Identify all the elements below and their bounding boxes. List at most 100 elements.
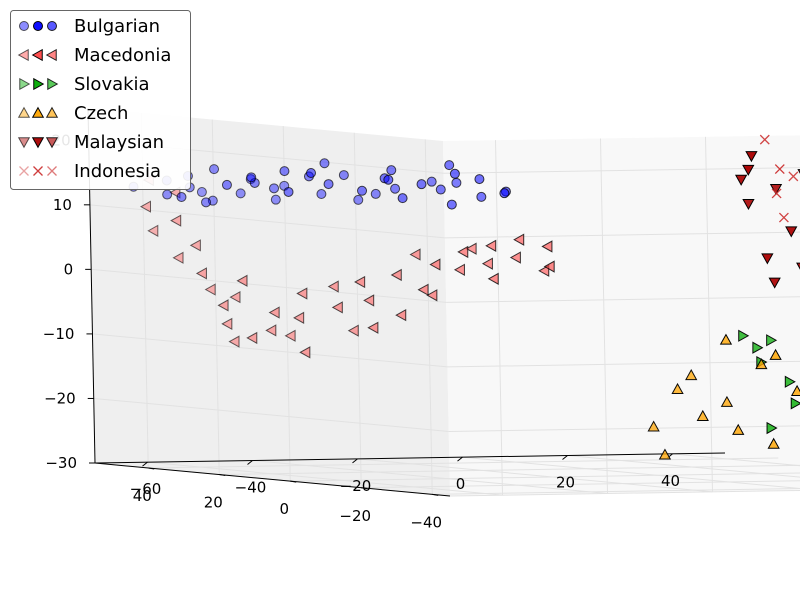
point-macedonia xyxy=(299,346,311,359)
legend-marker-malaysian xyxy=(45,137,59,149)
point-bulgarian xyxy=(283,186,294,197)
point-czech xyxy=(767,437,780,449)
point-macedonia xyxy=(170,214,182,227)
point-macedonia xyxy=(284,329,296,342)
point-slovakia xyxy=(766,421,778,435)
point-macedonia xyxy=(327,280,339,293)
point-macedonia xyxy=(354,275,366,289)
grid-line-y-floor xyxy=(432,488,800,495)
point-macedonia xyxy=(195,267,207,280)
y-tick-label: 20 xyxy=(204,494,223,512)
z-tick-label: 0 xyxy=(64,260,74,278)
point-bulgarian xyxy=(269,183,280,194)
point-malaysian xyxy=(742,164,755,176)
point-czech xyxy=(720,395,734,407)
x-tick-mark xyxy=(142,461,148,467)
legend-label: Malaysian xyxy=(74,132,164,153)
point-czech xyxy=(658,448,672,460)
point-czech xyxy=(732,423,745,435)
point-bulgarian xyxy=(444,160,455,171)
point-macedonia xyxy=(429,258,441,271)
x-tick-mark xyxy=(247,460,253,465)
point-bulgarian xyxy=(370,188,381,199)
point-macedonia xyxy=(538,264,550,277)
point-macedonia xyxy=(485,239,497,252)
legend-label: Macedonia xyxy=(74,45,171,66)
z-tick-label: −30 xyxy=(45,454,77,472)
grid-line-y-left xyxy=(211,119,220,475)
y-tick-mark xyxy=(290,480,297,483)
legend-marker-czech xyxy=(31,106,45,118)
point-malaysian xyxy=(761,253,774,265)
point-slovakia xyxy=(738,329,750,342)
y-tick-label: 0 xyxy=(279,500,289,518)
x-tick-label: 0 xyxy=(456,475,466,493)
grid-line-x-floor xyxy=(357,458,713,493)
point-bulgarian xyxy=(397,193,408,204)
point-macedonia xyxy=(453,263,465,276)
legend-marker-malaysian xyxy=(31,137,45,149)
grid-line-z-back xyxy=(449,489,800,497)
point-bulgarian xyxy=(279,166,290,177)
point-bulgarian xyxy=(451,177,462,188)
point-macedonia xyxy=(265,324,277,337)
point-czech xyxy=(671,382,684,394)
point-macedonia xyxy=(417,283,429,296)
x-tick-mark xyxy=(352,458,358,464)
point-bulgarian xyxy=(235,188,246,199)
point-malaysian xyxy=(742,198,755,211)
point-bulgarian xyxy=(270,194,281,205)
legend-item-slovakia: Slovakia xyxy=(19,74,150,95)
point-malaysian xyxy=(734,174,748,186)
y-tick-mark xyxy=(219,474,226,477)
legend-label: Bulgarian xyxy=(74,16,160,37)
point-bulgarian xyxy=(176,192,187,203)
legend-label: Slovakia xyxy=(74,74,150,95)
x-tick-label: 40 xyxy=(661,472,680,490)
point-slovakia xyxy=(790,397,800,410)
legend-marker-macedonia xyxy=(17,48,29,62)
point-bulgarian xyxy=(499,188,510,199)
grid-line-z-left xyxy=(92,333,448,368)
legend-marker-macedonia xyxy=(45,48,57,62)
point-macedonia xyxy=(513,233,525,246)
point-macedonia xyxy=(543,260,555,273)
grid-line-z-back xyxy=(448,425,800,432)
legend-marker-indonesia xyxy=(19,166,29,176)
point-macedonia xyxy=(139,200,151,213)
point-macedonia xyxy=(296,287,308,300)
x-tick-mark xyxy=(457,456,463,462)
x-tick-mark xyxy=(562,455,568,460)
point-macedonia xyxy=(487,272,499,285)
legend-item-malaysian: Malaysian xyxy=(17,132,164,153)
point-malaysian xyxy=(745,151,758,163)
point-macedonia xyxy=(363,294,375,307)
y-tick-label: −20 xyxy=(339,507,371,525)
x-tick-label: −60 xyxy=(130,480,162,498)
grid-line-y-floor xyxy=(148,457,779,469)
point-bulgarian xyxy=(435,184,446,195)
grid-line-x-back xyxy=(600,138,608,494)
grid-line-y-left xyxy=(282,126,291,482)
point-bulgarian xyxy=(386,165,397,176)
legend-marker-macedonia xyxy=(31,48,43,62)
point-bulgarian xyxy=(449,168,460,179)
point-bulgarian xyxy=(338,170,349,181)
legend-label: Indonesia xyxy=(74,161,161,182)
point-czech xyxy=(685,369,698,381)
legend-item-bulgarian: Bulgarian xyxy=(19,16,160,37)
point-bulgarian xyxy=(416,179,427,190)
point-czech xyxy=(696,409,709,421)
grid-line-x-floor xyxy=(147,461,503,496)
point-bulgarian xyxy=(390,183,401,194)
point-bulgarian xyxy=(246,172,257,183)
point-macedonia xyxy=(347,324,359,337)
grid-line-x-back xyxy=(495,140,503,496)
z-tick-label: −20 xyxy=(44,389,76,407)
legend-marker-slovakia xyxy=(33,77,45,91)
y-tick-label: 40 xyxy=(133,487,152,505)
grid-line-y-floor xyxy=(219,464,800,476)
point-indonesia xyxy=(771,188,782,199)
point-macedonia xyxy=(481,257,493,270)
